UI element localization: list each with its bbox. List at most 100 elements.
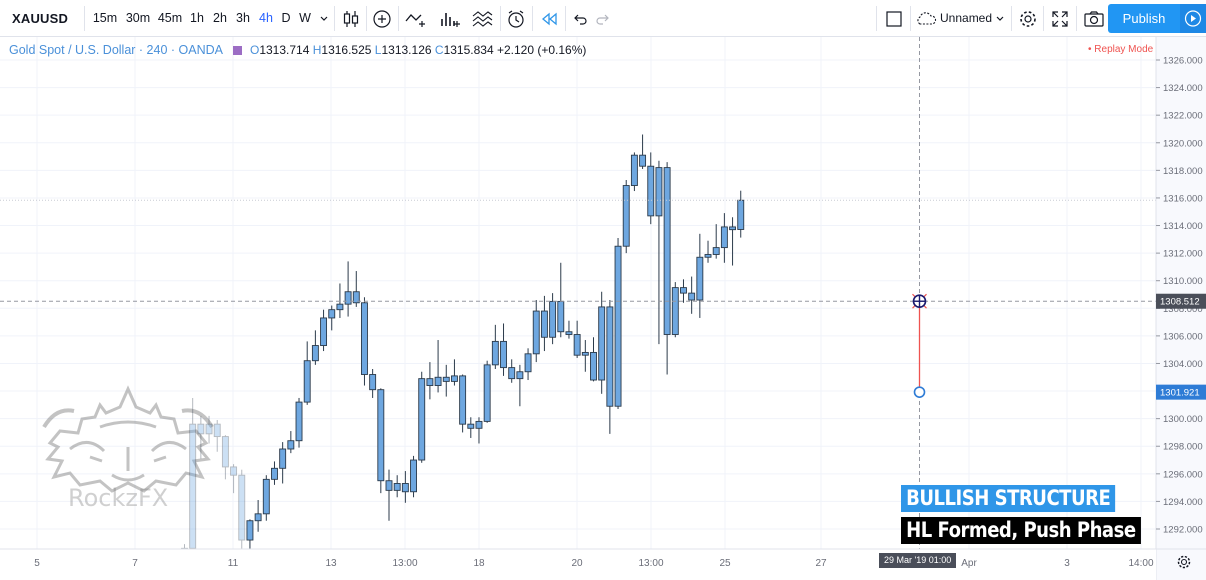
candle — [410, 455, 417, 498]
undo-icon[interactable] — [571, 0, 589, 37]
templates-icon[interactable] — [471, 0, 495, 37]
price-tick-label: 1316.000 — [1163, 193, 1203, 204]
layout-dropdown-icon[interactable] — [994, 0, 1006, 37]
candle — [712, 224, 720, 259]
candle — [630, 152, 638, 192]
candle — [720, 213, 728, 263]
candle — [418, 371, 426, 463]
legend-o-label: O — [249, 43, 260, 57]
replay-rewind-icon[interactable] — [539, 0, 559, 37]
price-tick-label: 1294.000 — [1163, 497, 1203, 508]
candle-body — [205, 423, 213, 435]
timeframe-45m[interactable]: 45m — [157, 11, 183, 25]
candle — [279, 442, 287, 484]
price-tick-label: 1312.000 — [1163, 249, 1203, 260]
price-tick-label: 1310.000 — [1163, 276, 1203, 287]
time-tick-label: 18 — [473, 558, 485, 569]
timeframe-30m[interactable]: 30m — [125, 11, 151, 25]
candle — [295, 397, 303, 448]
current-price-label: 1308.512 — [1156, 293, 1206, 309]
candle-body — [524, 353, 532, 373]
candle-body — [418, 378, 426, 461]
candle — [704, 240, 712, 263]
timeframe-3h[interactable]: 3h — [236, 11, 250, 25]
candle-body — [279, 448, 287, 469]
candle-body — [295, 401, 303, 442]
candle-body — [581, 351, 589, 356]
candle — [262, 475, 270, 521]
candle-body — [614, 245, 622, 407]
price-tick-label: 1306.000 — [1163, 331, 1203, 342]
legend-title[interactable]: Gold Spot / U.S. Dollar · 240 · OANDA — [9, 43, 223, 57]
candle-body — [540, 310, 548, 338]
settings-gear-icon[interactable] — [1018, 0, 1038, 37]
candle — [434, 340, 442, 393]
candle — [557, 262, 565, 338]
candle — [336, 283, 344, 318]
candle — [426, 362, 434, 400]
bullish-structure-badge: BULLISH STRUCTURE — [901, 485, 1116, 512]
candle-body — [213, 423, 221, 438]
toolbar-separator — [398, 6, 399, 31]
compare-add-icon[interactable] — [372, 0, 392, 37]
timeframe-1h[interactable]: 1h — [190, 11, 204, 25]
candle-body — [401, 483, 409, 493]
candle — [197, 415, 205, 459]
candle — [401, 471, 409, 503]
candle-body — [639, 154, 647, 167]
annotation-end-handle — [913, 386, 926, 398]
candle — [500, 323, 507, 376]
time-axis[interactable]: 5 7 11 13 13:00 18 20 13:00 25 27 Apr 3 14:00 — [0, 548, 1206, 580]
publish-button[interactable]: Publish — [1108, 4, 1180, 33]
candle-body — [696, 256, 704, 301]
timeframe-dropdown-icon[interactable] — [318, 0, 330, 37]
toolbar-separator — [532, 6, 533, 31]
price-axis[interactable]: 1292.000 1294.000 1296.000 1298.000 1300.000… — [1155, 37, 1206, 580]
candle — [483, 360, 491, 423]
candle — [655, 160, 663, 345]
candle-body — [483, 364, 491, 422]
fullscreen-layout-icon[interactable] — [885, 0, 903, 37]
flag-icon[interactable] — [232, 46, 242, 55]
indicators-icon[interactable] — [404, 0, 428, 37]
legend-high: 1316.525 — [321, 43, 372, 57]
candle — [459, 374, 467, 433]
chart-grid — [0, 37, 1156, 549]
candle-body — [336, 303, 344, 311]
candle-body — [410, 459, 417, 493]
candle-body — [590, 351, 597, 381]
fullscreen-icon[interactable] — [1050, 0, 1070, 37]
candle — [688, 276, 696, 314]
alert-clock-icon[interactable] — [506, 0, 526, 37]
timeframe-w[interactable]: W — [299, 11, 311, 25]
candle — [189, 397, 197, 556]
candle — [663, 162, 671, 375]
candle — [508, 359, 516, 383]
layout-name[interactable]: Unnamed — [940, 11, 993, 25]
candle — [450, 359, 458, 386]
candle — [361, 297, 368, 386]
publish-play-button[interactable] — [1180, 4, 1206, 33]
timeframe-d[interactable]: D — [281, 11, 291, 25]
timeframe-2h[interactable]: 2h — [213, 11, 227, 25]
axis-settings-gear-icon[interactable] — [1177, 555, 1191, 569]
redo-icon[interactable] — [594, 0, 612, 37]
price-chart[interactable]: 1292.000 1294.000 1296.000 1298.000 1300.000… — [0, 37, 1206, 580]
toolbar-separator — [876, 6, 877, 31]
price-tick-label: 1320.000 — [1163, 138, 1203, 149]
time-tick-label: 27 — [815, 558, 827, 569]
replay-mode-indicator[interactable]: • Replay Mode — [1088, 44, 1154, 55]
timeframe-4h[interactable]: 4h — [259, 11, 273, 25]
price-tick-label: 1322.000 — [1163, 111, 1203, 122]
candle-body — [287, 440, 295, 450]
financials-icon[interactable] — [438, 0, 462, 37]
timeframe-15m[interactable]: 15m — [92, 11, 118, 25]
symbol-search[interactable]: XAUUSD — [12, 11, 69, 26]
camera-snapshot-icon[interactable] — [1083, 0, 1105, 37]
candle — [680, 279, 687, 303]
candle — [385, 469, 393, 521]
toolbar-separator — [366, 6, 367, 31]
candles-style-icon[interactable] — [341, 0, 361, 37]
gear-core — [1180, 558, 1188, 566]
candle-body — [704, 254, 712, 258]
